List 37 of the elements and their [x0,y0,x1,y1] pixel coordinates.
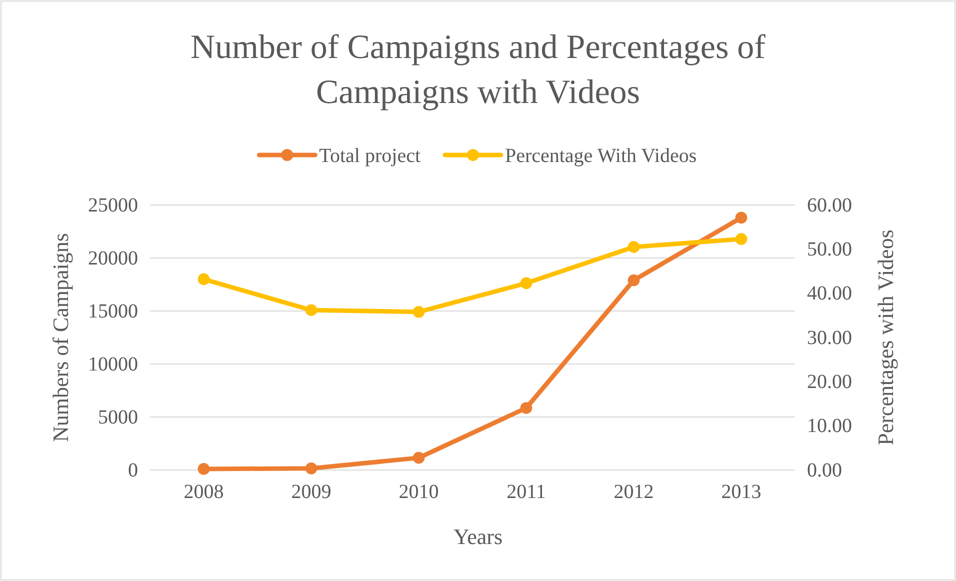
y2-tick-label: 10.00 [807,415,852,438]
point [628,241,640,253]
point [520,402,532,414]
x-tick-label: 2009 [291,481,332,504]
legend-label: Percentage With Videos [504,145,697,167]
y2-tick-label: 50.00 [807,238,852,261]
point [628,274,640,286]
y2-axis-title: Percentages with Videos [873,230,898,446]
y-tick-label: 0 [128,459,138,482]
point [198,463,210,475]
legend-label: Total project [319,145,421,167]
point [412,306,425,318]
y-tick-label: 20000 [88,247,138,270]
point [412,452,425,464]
y2-tick-label: 30.00 [807,326,852,349]
x-tick-label: 2013 [721,481,762,504]
x-tick-label: 2010 [398,481,439,504]
point [520,277,532,290]
point [198,273,210,286]
y2-tick-label: 20.00 [807,371,852,394]
x-tick-label: 2012 [614,481,654,504]
y2-tick-label: 0.00 [807,459,842,482]
y-tick-label: 25000 [88,194,138,216]
y-axis-title: Numbers of Campaigns [48,233,73,442]
point [735,233,748,245]
x-tick-label: 2011 [506,481,546,504]
y-tick-label: 15000 [88,300,138,322]
x-tick-label: 2008 [184,481,224,504]
y2-tick-label: 40.00 [807,282,852,305]
y2-tick-label: 60.00 [807,194,852,216]
point [305,462,318,474]
x-axis-title: Years [453,524,503,549]
chart-title: Number of Campaigns and Percentages of Campaigns with Videos [190,29,766,111]
y-tick-label: 10000 [88,353,138,376]
point [305,304,318,316]
point [735,212,748,224]
y-tick-label: 5000 [98,406,138,428]
